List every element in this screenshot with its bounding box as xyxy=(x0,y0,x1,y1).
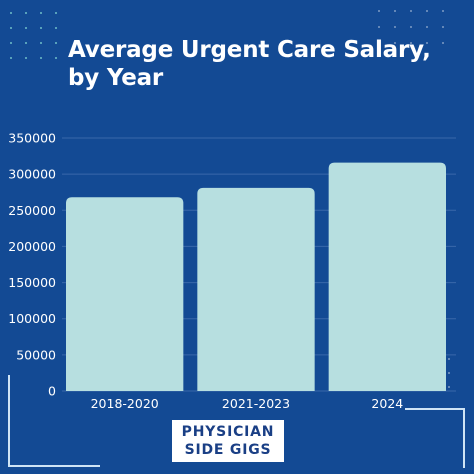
bar xyxy=(197,187,315,391)
x-tick-label: 2018-2020 xyxy=(91,396,159,411)
y-tick-label: 0 xyxy=(48,384,56,399)
y-tick-label: 50000 xyxy=(16,347,56,362)
x-tick-label: 2021-2023 xyxy=(222,396,290,411)
y-tick-label: 200000 xyxy=(8,239,56,254)
y-tick-label: 150000 xyxy=(8,275,56,290)
brand-line-1: PHYSICIAN xyxy=(181,424,275,440)
decorative-corner-line xyxy=(463,408,465,468)
chart-title: Average Urgent Care Salary, by Year xyxy=(68,37,431,91)
y-tick-label: 250000 xyxy=(8,203,56,218)
y-tick-label: 100000 xyxy=(8,311,56,326)
decorative-corner-line xyxy=(405,408,465,410)
y-tick-label: 350000 xyxy=(8,131,56,146)
brand-logo: PHYSICIAN SIDE GIGS xyxy=(172,420,284,462)
bar xyxy=(66,197,184,391)
brand-line-2: SIDE GIGS xyxy=(184,442,272,458)
decorative-corner-line xyxy=(8,465,100,467)
bar xyxy=(328,162,446,391)
decorative-corner-line xyxy=(8,375,10,467)
y-tick-label: 300000 xyxy=(8,167,56,182)
x-tick-label: 2024 xyxy=(371,396,403,411)
